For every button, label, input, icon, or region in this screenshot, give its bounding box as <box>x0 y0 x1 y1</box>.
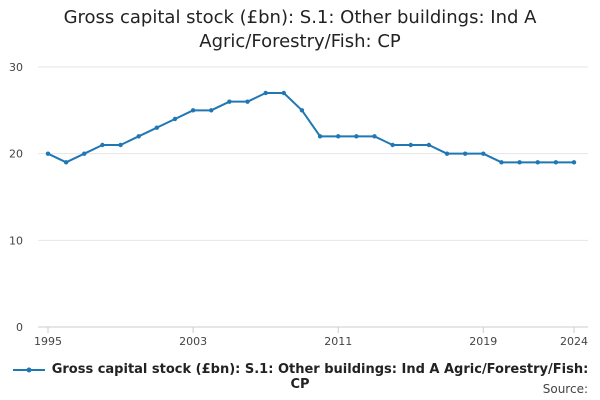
data-point[interactable] <box>63 160 69 165</box>
data-point[interactable] <box>426 142 432 148</box>
data-point[interactable] <box>118 142 123 148</box>
y-tick-label: 20 <box>9 148 23 161</box>
x-tick-label: 2019 <box>469 335 497 348</box>
data-point[interactable] <box>408 142 413 148</box>
source-label: Source: <box>542 382 588 396</box>
y-tick-label: 10 <box>9 234 23 247</box>
data-point[interactable] <box>190 108 196 113</box>
data-point[interactable] <box>209 108 214 113</box>
data-point[interactable] <box>481 151 486 156</box>
chart-title: Gross capital stock (£bn): S.1: Other bu… <box>63 7 537 52</box>
data-point[interactable] <box>444 151 450 156</box>
legend-label: Gross capital stock (£bn): S.1: Other bu… <box>51 362 589 392</box>
x-tick-label: 1995 <box>34 335 62 348</box>
data-point[interactable] <box>82 151 87 156</box>
y-tick-label: 0 <box>16 321 23 334</box>
legend: Gross capital stock (£bn): S.1: Other bu… <box>0 362 600 392</box>
x-axis: 1995 2003 2011 2019 2024 <box>34 327 588 348</box>
data-point[interactable] <box>535 160 540 165</box>
data-point[interactable] <box>154 125 160 130</box>
data-point[interactable] <box>299 108 305 113</box>
data-point[interactable] <box>317 134 323 139</box>
x-tick-label: 2003 <box>179 335 207 348</box>
series-line-0 <box>47 92 574 164</box>
data-point[interactable] <box>136 134 141 139</box>
data-point[interactable] <box>553 160 559 165</box>
data-point[interactable] <box>336 134 341 139</box>
y-tick-label: 30 <box>9 61 23 74</box>
data-point[interactable] <box>45 151 51 156</box>
data-point[interactable] <box>172 116 178 122</box>
data-point[interactable] <box>517 160 522 165</box>
y-axis: 0 10 20 30 <box>9 61 23 334</box>
data-point[interactable] <box>281 90 286 96</box>
data-point[interactable] <box>263 90 268 96</box>
data-point[interactable] <box>462 151 468 156</box>
grid-lines <box>38 66 588 328</box>
x-tick-label: 2011 <box>324 335 352 348</box>
data-point[interactable] <box>390 142 395 148</box>
legend-swatch <box>12 367 45 372</box>
data-point[interactable] <box>372 134 377 139</box>
data-point[interactable] <box>227 99 232 104</box>
data-point[interactable] <box>571 160 577 165</box>
data-point[interactable] <box>245 99 250 104</box>
data-point[interactable] <box>354 134 359 139</box>
data-point[interactable] <box>100 142 105 148</box>
series-layer <box>45 90 577 165</box>
x-tick-label: 2024 <box>560 335 588 348</box>
data-point[interactable] <box>499 160 504 165</box>
